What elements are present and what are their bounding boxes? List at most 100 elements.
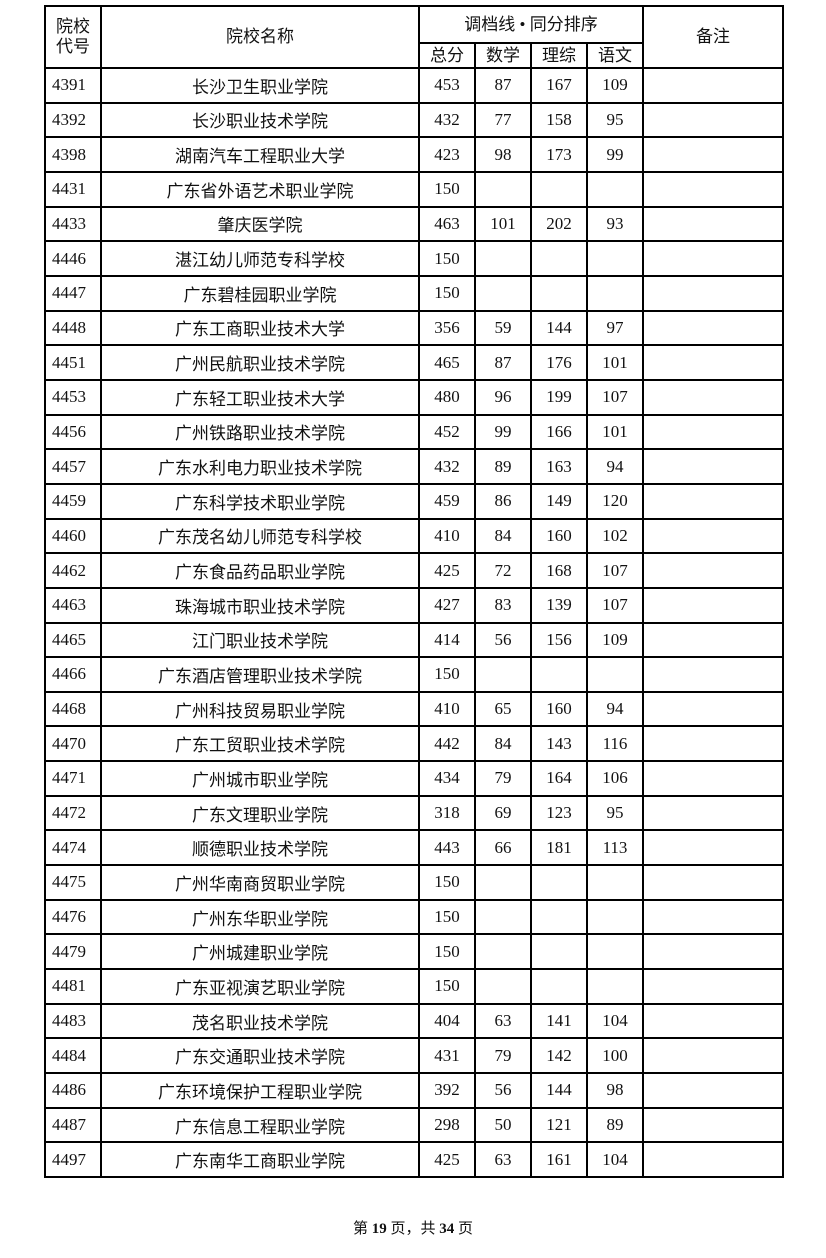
- cell-chinese: [585, 656, 645, 693]
- cell-school-name: 广东文理职业学院: [100, 794, 420, 832]
- table-row: 4433 肇庆医学院 463 101 202 93: [44, 205, 785, 243]
- cell-remark: [642, 482, 785, 520]
- cell-total: 150: [418, 170, 476, 208]
- cell-chinese: 93: [585, 205, 645, 243]
- cell-school-name: 江门职业技术学院: [100, 621, 420, 659]
- cell-school-name: 广州东华职业学院: [100, 898, 420, 936]
- table-row: 4431 广东省外语艺术职业学院 150: [44, 170, 785, 208]
- table-row: 4497 广东南华工商职业学院 425 63 161 104: [44, 1141, 785, 1178]
- header-total: 总分: [418, 42, 476, 69]
- cell-school-name: 茂名职业技术学院: [100, 1002, 420, 1040]
- cell-school-name: 长沙职业技术学院: [100, 101, 420, 139]
- cell-total: 427: [418, 586, 476, 624]
- cell-chinese: 102: [585, 517, 645, 555]
- admission-score-table: 院校 代号 院校名称 调档线 • 同分排序 备注 总分 数学 理综 语文 4391…: [44, 5, 785, 1178]
- header-score-group: 调档线 • 同分排序: [417, 5, 645, 44]
- cell-math: 59: [474, 309, 532, 347]
- table-row: 4486 广东环境保护工程职业学院 392 56 144 98: [44, 1072, 785, 1109]
- cell-math: 63: [474, 1141, 532, 1178]
- cell-remark: [642, 378, 785, 416]
- cell-science: 202: [530, 205, 588, 243]
- table-row: 4460 广东茂名幼儿师范专科学校 410 84 160 102: [44, 517, 785, 555]
- cell-school-code: 4447: [44, 274, 102, 312]
- cell-remark: [642, 1141, 785, 1178]
- cell-science: 160: [530, 690, 588, 728]
- cell-remark: [642, 1106, 785, 1144]
- cell-chinese: 107: [585, 552, 645, 589]
- cell-school-code: 4465: [44, 621, 102, 659]
- cell-school-name: 湖南汽车工程职业大学: [100, 136, 420, 173]
- cell-math: [474, 240, 532, 277]
- cell-science: [530, 898, 588, 936]
- table-row: 4463 珠海城市职业技术学院 427 83 139 107: [44, 586, 785, 624]
- cell-remark: [642, 898, 785, 936]
- cell-math: [474, 898, 532, 936]
- table-body: 4391 长沙卫生职业学院 453 87 167 109 4392 长沙职业技术学院 432 77…: [44, 67, 785, 1178]
- cell-math: 84: [474, 725, 532, 763]
- cell-total: 423: [418, 136, 476, 173]
- cell-school-code: 4475: [44, 864, 102, 901]
- cell-science: 143: [530, 725, 588, 763]
- cell-total: 463: [418, 205, 476, 243]
- cell-school-code: 4460: [44, 517, 102, 555]
- cell-science: 160: [530, 517, 588, 555]
- cell-school-name: 广东南华工商职业学院: [100, 1141, 420, 1178]
- table-row: 4451 广州民航职业技术学院 465 87 176 101: [44, 344, 785, 381]
- cell-school-code: 4481: [44, 968, 102, 1005]
- cell-school-code: 4468: [44, 690, 102, 728]
- cell-science: [530, 656, 588, 693]
- cell-chinese: [585, 170, 645, 208]
- cell-remark: [642, 586, 785, 624]
- cell-math: 98: [474, 136, 532, 173]
- cell-math: 65: [474, 690, 532, 728]
- cell-total: 356: [418, 309, 476, 347]
- cell-total: 150: [418, 864, 476, 901]
- cell-total: 442: [418, 725, 476, 763]
- cell-remark: [642, 413, 785, 451]
- cell-school-code: 4457: [44, 448, 102, 485]
- cell-chinese: [585, 898, 645, 936]
- cell-school-code: 4466: [44, 656, 102, 693]
- cell-school-name: 广州城建职业学院: [100, 933, 420, 971]
- cell-school-code: 4483: [44, 1002, 102, 1040]
- cell-school-code: 4446: [44, 240, 102, 277]
- cell-school-code: 4448: [44, 309, 102, 347]
- cell-school-name: 广东信息工程职业学院: [100, 1106, 420, 1144]
- cell-math: [474, 170, 532, 208]
- cell-total: 150: [418, 274, 476, 312]
- table-row: 4457 广东水利电力职业技术学院 432 89 163 94: [44, 448, 785, 485]
- cell-science: [530, 968, 588, 1005]
- table-row: 4466 广东酒店管理职业技术学院 150: [44, 656, 785, 693]
- cell-math: 96: [474, 378, 532, 416]
- cell-chinese: 107: [585, 586, 645, 624]
- cell-chinese: [585, 240, 645, 277]
- cell-school-code: 4497: [44, 1141, 102, 1178]
- cell-school-name: 广东环境保护工程职业学院: [100, 1072, 420, 1109]
- cell-school-name: 广州民航职业技术学院: [100, 344, 420, 381]
- cell-school-name: 广州铁路职业技术学院: [100, 413, 420, 451]
- table-row: 4392 长沙职业技术学院 432 77 158 95: [44, 101, 785, 139]
- cell-remark: [642, 1072, 785, 1109]
- cell-science: 166: [530, 413, 588, 451]
- table-row: 4475 广州华南商贸职业学院 150: [44, 864, 785, 901]
- cell-chinese: 113: [585, 829, 645, 867]
- table-row: 4456 广州铁路职业技术学院 452 99 166 101: [44, 413, 785, 451]
- cell-chinese: 95: [585, 794, 645, 832]
- table-row: 4468 广州科技贸易职业学院 410 65 160 94: [44, 690, 785, 728]
- cell-chinese: [585, 968, 645, 1005]
- cell-school-code: 4484: [44, 1037, 102, 1075]
- table-row: 4459 广东科学技术职业学院 459 86 149 120: [44, 482, 785, 520]
- cell-science: 167: [530, 67, 588, 104]
- cell-chinese: 104: [585, 1002, 645, 1040]
- cell-school-code: 4470: [44, 725, 102, 763]
- cell-math: 79: [474, 1037, 532, 1075]
- cell-school-name: 广东亚视演艺职业学院: [100, 968, 420, 1005]
- cell-math: 50: [474, 1106, 532, 1144]
- cell-total: 150: [418, 898, 476, 936]
- cell-science: [530, 240, 588, 277]
- cell-total: 298: [418, 1106, 476, 1144]
- cell-school-code: 4431: [44, 170, 102, 208]
- cell-math: 86: [474, 482, 532, 520]
- cell-math: 69: [474, 794, 532, 832]
- cell-math: 89: [474, 448, 532, 485]
